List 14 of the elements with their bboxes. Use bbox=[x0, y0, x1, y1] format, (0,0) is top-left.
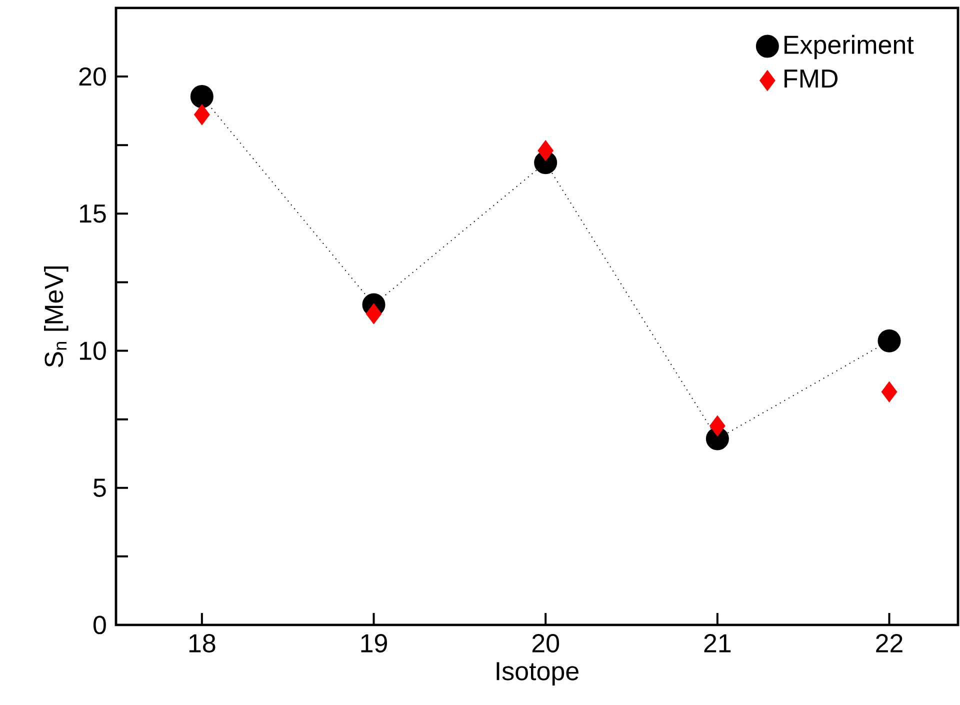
y-tick-label: 5 bbox=[94, 478, 106, 497]
x-tick-label: 18 bbox=[189, 634, 216, 652]
y-tick-label: 10 bbox=[80, 342, 106, 360]
x-tick-label: 21 bbox=[704, 634, 731, 652]
legend-label: FMD bbox=[784, 70, 838, 88]
x-tick-label: 20 bbox=[532, 634, 560, 652]
x-tick-label: 22 bbox=[876, 634, 902, 652]
x-tick-label: 19 bbox=[361, 634, 387, 652]
y-tick-label: 0 bbox=[93, 616, 106, 634]
x-axis-title: Isotope bbox=[496, 662, 578, 686]
y-tick-label: 15 bbox=[80, 204, 106, 223]
y-tick-label: 20 bbox=[79, 67, 106, 86]
y-axis-title: S$_{n}$ [MeV] bbox=[44, 266, 68, 368]
legend-label: Experiment bbox=[784, 34, 914, 60]
